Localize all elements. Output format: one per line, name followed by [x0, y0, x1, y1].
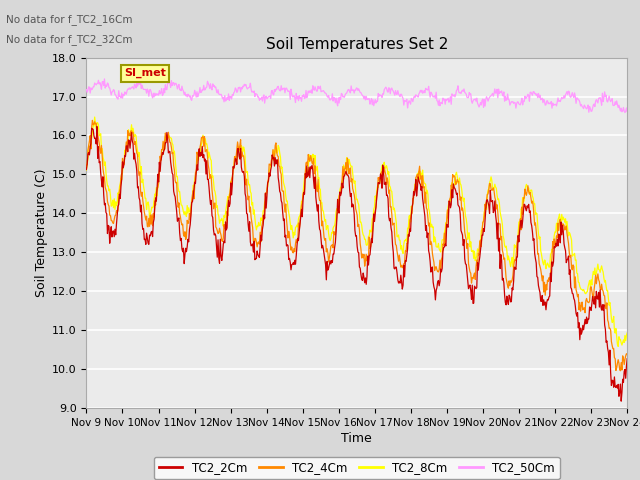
- Y-axis label: Soil Temperature (C): Soil Temperature (C): [35, 168, 48, 297]
- Legend: TC2_2Cm, TC2_4Cm, TC2_8Cm, TC2_50Cm: TC2_2Cm, TC2_4Cm, TC2_8Cm, TC2_50Cm: [154, 457, 559, 479]
- Title: Soil Temperatures Set 2: Soil Temperatures Set 2: [266, 37, 448, 52]
- Text: No data for f_TC2_16Cm: No data for f_TC2_16Cm: [6, 14, 133, 25]
- X-axis label: Time: Time: [341, 432, 372, 445]
- Text: SI_met: SI_met: [124, 68, 166, 78]
- Text: No data for f_TC2_32Cm: No data for f_TC2_32Cm: [6, 34, 133, 45]
